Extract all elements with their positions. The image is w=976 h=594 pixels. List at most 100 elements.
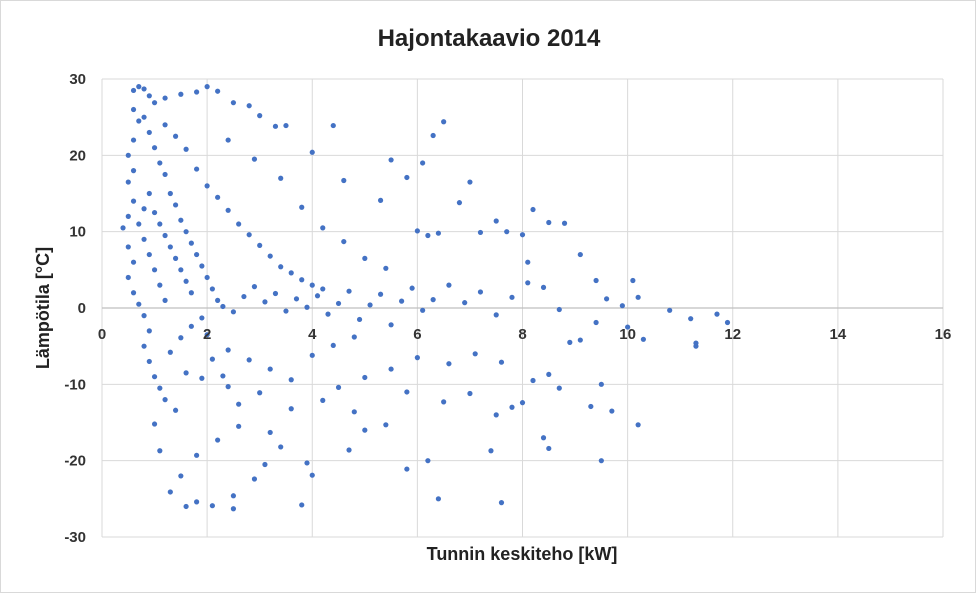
- data-point-0-165: [409, 285, 415, 291]
- data-point-0-46: [724, 319, 731, 326]
- x-axis-label: Tunnin keskiteho [kW]: [427, 544, 618, 564]
- data-point-0-201: [141, 206, 147, 212]
- y-tick-labels: 30 20 10 0 -10 -20 -30: [64, 71, 86, 546]
- data-point-0-111: [183, 370, 189, 376]
- data-point-0-156: [314, 293, 321, 299]
- data-point-0-20: [420, 160, 426, 166]
- data-point-0-70: [404, 466, 410, 472]
- data-point-0-95: [288, 406, 294, 412]
- y-axis-label: Lämpötila [°C]: [33, 247, 53, 369]
- data-point-0-173: [525, 280, 531, 286]
- data-point-0-83: [299, 502, 305, 508]
- data-point-0-51: [593, 319, 599, 326]
- data-point-0-17: [430, 132, 436, 139]
- data-point-0-149: [241, 293, 247, 300]
- data-point-0-118: [130, 198, 137, 204]
- data-point-0-191: [320, 286, 326, 292]
- data-point-0-153: [283, 308, 289, 314]
- data-point-0-50: [625, 324, 631, 330]
- x-tick-label-1: 2: [203, 326, 211, 343]
- data-point-0-152: [272, 290, 279, 297]
- data-point-0-40: [635, 294, 641, 300]
- data-point-0-108: [257, 390, 263, 396]
- data-point-0-171: [493, 312, 499, 318]
- data-point-0-164: [399, 298, 405, 304]
- data-point-0-27: [530, 206, 536, 213]
- data-point-0-2: [141, 86, 147, 92]
- data-point-0-230: [236, 401, 242, 407]
- chart-title: Hajontakaavio 2014: [378, 25, 601, 52]
- data-point-0-168: [446, 282, 452, 288]
- data-point-0-131: [157, 385, 163, 391]
- data-point-0-163: [388, 322, 394, 328]
- data-point-0-55: [588, 403, 594, 410]
- data-point-0-218: [246, 357, 252, 363]
- data-point-0-99: [388, 366, 394, 372]
- data-point-0-189: [299, 277, 305, 283]
- data-point-0-81: [194, 499, 200, 505]
- data-point-0-13: [272, 123, 279, 129]
- data-point-0-194: [162, 232, 168, 239]
- data-point-0-221: [309, 352, 315, 358]
- data-point-0-6: [178, 91, 184, 97]
- x-tick-label-2: 4: [308, 326, 317, 343]
- data-point-0-207: [162, 297, 168, 303]
- data-point-0-203: [141, 236, 147, 242]
- data-point-0-216: [204, 332, 210, 338]
- data-point-0-123: [125, 274, 131, 281]
- data-point-0-103: [498, 359, 505, 365]
- data-point-0-84: [309, 472, 315, 478]
- data-point-0-32: [519, 232, 526, 238]
- data-point-0-35: [425, 232, 431, 239]
- data-point-0-101: [446, 361, 452, 367]
- data-point-0-106: [467, 390, 473, 397]
- data-point-0-150: [251, 284, 258, 290]
- data-point-0-226: [188, 323, 194, 329]
- data-point-0-62: [519, 400, 526, 406]
- data-point-0-93: [236, 423, 242, 429]
- data-point-0-172: [509, 294, 515, 300]
- data-point-0-68: [498, 500, 505, 506]
- data-point-0-85: [167, 489, 173, 495]
- data-point-0-209: [251, 156, 258, 162]
- data-point-0-3: [146, 93, 152, 99]
- data-point-0-77: [251, 476, 258, 482]
- data-point-0-4: [151, 100, 158, 106]
- data-point-0-113: [136, 118, 142, 124]
- data-point-0-0: [130, 87, 137, 94]
- data-point-0-31: [504, 229, 510, 235]
- data-point-0-59: [556, 385, 562, 391]
- data-point-0-28: [546, 219, 552, 226]
- data-point-0-63: [509, 404, 515, 410]
- data-point-0-87: [157, 448, 163, 454]
- data-point-0-179: [194, 166, 200, 172]
- data-point-0-86: [178, 473, 184, 479]
- x-tick-label-5: 10: [619, 326, 636, 343]
- data-point-0-91: [194, 452, 200, 458]
- data-point-0-14: [283, 122, 289, 129]
- data-point-0-162: [377, 291, 384, 297]
- data-point-0-185: [257, 242, 263, 249]
- data-point-0-75: [304, 460, 310, 466]
- data-point-0-147: [220, 303, 226, 310]
- data-point-0-175: [556, 306, 562, 313]
- data-point-0-159: [346, 288, 352, 294]
- data-point-0-160: [356, 316, 363, 323]
- data-point-0-213: [341, 238, 347, 245]
- data-point-0-206: [157, 282, 163, 288]
- data-point-0-1: [136, 84, 142, 90]
- x-tick-label-3: 6: [413, 326, 421, 343]
- data-point-0-167: [430, 297, 436, 303]
- data-point-0-217: [225, 347, 231, 353]
- data-point-0-229: [220, 373, 226, 379]
- x-tick-label-0: 0: [98, 326, 106, 343]
- data-point-0-157: [325, 311, 331, 317]
- data-point-0-166: [420, 307, 426, 313]
- data-point-0-79: [209, 503, 215, 509]
- data-point-0-198: [183, 278, 189, 284]
- data-point-0-92: [215, 437, 221, 443]
- data-point-0-145: [209, 286, 215, 292]
- data-points: [120, 84, 731, 512]
- data-point-0-18: [441, 119, 447, 125]
